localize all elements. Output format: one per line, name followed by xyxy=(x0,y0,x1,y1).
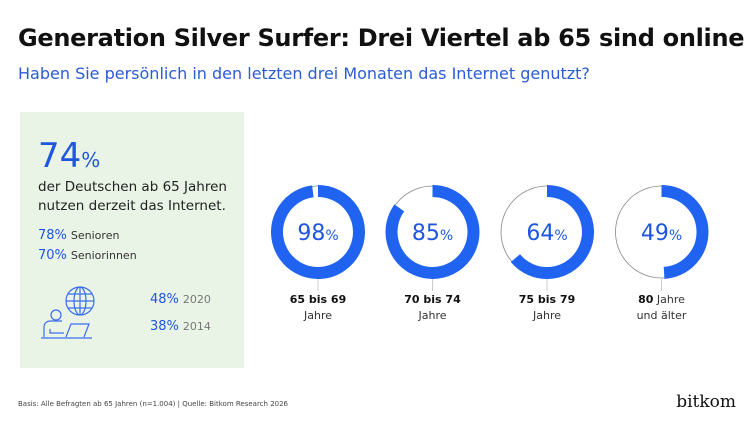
footer-source: Basis: Alle Befragten ab 65 Jahren (n=1.… xyxy=(18,400,289,408)
donut-segment xyxy=(271,185,365,279)
donut-value-label: 49% xyxy=(641,221,682,246)
stat-2020: 48% 2020 xyxy=(150,292,211,307)
subtitle: Haben Sie persönlich in den letzten drei… xyxy=(18,64,590,83)
donut-value-label: 98% xyxy=(297,221,338,246)
stat-2014: 38% 2014 xyxy=(150,319,211,334)
donut-value-label: 64% xyxy=(526,221,567,246)
donut-segment xyxy=(661,185,709,279)
category-label: 80 Jahre und älter xyxy=(636,293,687,322)
person-laptop-globe-icon xyxy=(41,286,95,339)
headline-description: der Deutschen ab 65 Jahren nutzen derzei… xyxy=(38,179,227,214)
donut-segment xyxy=(510,185,594,279)
donut-segment xyxy=(385,185,480,279)
category-label: 75 bis 79 Jahre xyxy=(518,293,576,322)
stat-seniorinnen: 70% Seniorinnen xyxy=(38,248,137,263)
bitkom-logo: bitkom xyxy=(676,392,736,412)
headline-stat: 74% xyxy=(38,136,101,176)
summary-panel: 74% der Deutschen ab 65 Jahren nutzen de… xyxy=(20,112,244,368)
category-label: 70 bis 74 Jahre xyxy=(404,293,461,322)
page-title: Generation Silver Surfer: Drei Viertel a… xyxy=(18,24,745,52)
donut-value-label: 85% xyxy=(412,221,453,246)
category-label: 65 bis 69 Jahre xyxy=(289,293,347,322)
stat-senioren: 78% Senioren xyxy=(38,228,120,243)
